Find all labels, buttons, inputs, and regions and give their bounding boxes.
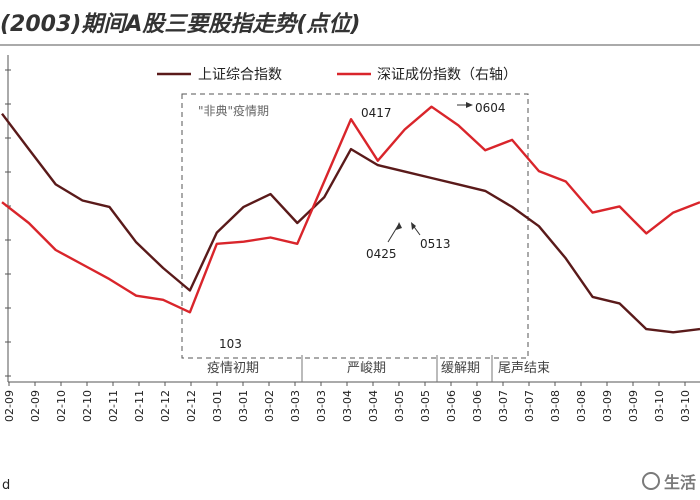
phase-label-severe: 严峻期 xyxy=(347,360,386,376)
annotation-0513: 0513 xyxy=(420,237,451,251)
x-tick-label: 03-04 xyxy=(341,390,354,422)
x-tick-label: 02-10 xyxy=(81,390,94,422)
x-tick-label: 02-09 xyxy=(3,390,16,422)
annotation-0425-arrowhead xyxy=(396,222,402,230)
legend-label-shanghai: 上证综合指数 xyxy=(198,67,282,83)
x-tick-label: 03-07 xyxy=(523,390,536,422)
x-tick-label: 02-12 xyxy=(185,390,198,422)
x-tick-label: 03-02 xyxy=(263,390,276,422)
x-tick-label: 02-10 xyxy=(55,390,68,422)
x-tick-label: 03-09 xyxy=(627,390,640,422)
x-tick-label: 03-05 xyxy=(419,390,432,422)
sars-region-box xyxy=(181,93,529,359)
x-tick-label: 02-11 xyxy=(133,390,146,422)
x-tick-label: 02-09 xyxy=(29,390,42,422)
series-line-shanghai xyxy=(1,112,700,334)
sars-region-label: "非典"疫情期 xyxy=(198,103,269,118)
x-tick-label: 03-06 xyxy=(445,390,458,422)
phase-label-ending: 尾声结束 xyxy=(498,361,550,376)
x-tick-label: 03-08 xyxy=(575,390,588,422)
annotation-0604: 0604 xyxy=(475,101,506,115)
x-tick-label: 03-01 xyxy=(237,390,250,422)
legend-label-shenzhen: 深证成份指数（右轴） xyxy=(377,67,517,83)
wechat-icon xyxy=(641,472,660,490)
annotation-0604-arrowhead xyxy=(466,102,473,108)
annotation-0417: 0417 xyxy=(361,106,392,120)
x-tick-label: 03-08 xyxy=(549,390,562,422)
x-tick-label: 03-03 xyxy=(289,390,302,422)
x-tick-label: 03-06 xyxy=(471,390,484,422)
annotation-0425: 0425 xyxy=(366,247,397,261)
x-tick-label: 03-07 xyxy=(497,390,510,422)
x-tick-label: 03-01 xyxy=(211,390,224,422)
phase-dividers xyxy=(301,355,493,382)
phase-label-easing: 缓解期 xyxy=(441,361,480,376)
annotation-103: 103 xyxy=(219,337,242,351)
chart-title: (2003)期间A股三要股指走势(点位) xyxy=(0,6,700,46)
x-tick-label: 03-10 xyxy=(653,390,666,422)
x-axis-ticks: 02-09 02-09 02-10 02-10 02-11 02-11 02-12 02-12… xyxy=(3,382,692,422)
x-tick-label: 02-11 xyxy=(107,390,120,422)
x-tick-label: 03-09 xyxy=(601,390,614,422)
watermark-text: 生活 xyxy=(663,473,696,492)
x-tick-label: 03-05 xyxy=(393,390,406,422)
watermark: 生活 xyxy=(616,468,696,494)
x-tick-label: 02-12 xyxy=(159,390,172,422)
source-note-fragment: d xyxy=(2,478,11,493)
x-tick-label: 03-10 xyxy=(679,390,692,422)
x-tick-label: 03-03 xyxy=(315,390,328,422)
series-line-shenzhen xyxy=(1,105,700,314)
x-tick-label: 03-04 xyxy=(367,390,380,422)
phase-label-initial: 疫情初期 xyxy=(207,360,259,376)
annotation-0513-arrowhead xyxy=(411,222,416,230)
